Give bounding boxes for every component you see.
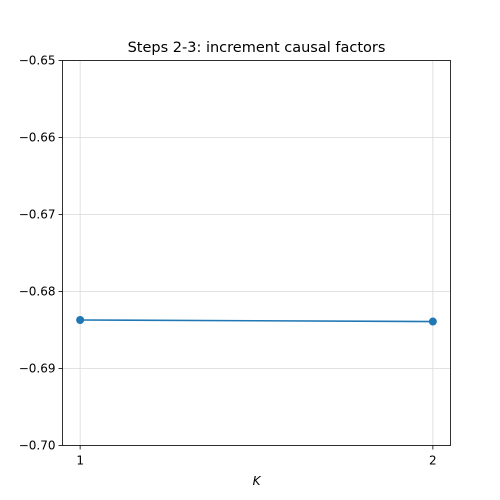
series-layer [76, 315, 437, 326]
y-tick-label: −0.70 [19, 439, 56, 453]
y-tick-label: −0.69 [19, 362, 56, 376]
x-tick-label: 2 [429, 454, 437, 468]
series-line [80, 319, 433, 323]
grid-lines [62, 60, 451, 446]
x-tick-label: 1 [76, 454, 84, 468]
y-tick-label: −0.66 [19, 131, 56, 145]
y-tick-label: −0.68 [19, 285, 56, 299]
y-tick-label: −0.65 [19, 54, 56, 68]
chart-title: Steps 2-3: increment causal factors [128, 40, 386, 56]
data-point [428, 317, 437, 326]
data-point [76, 315, 85, 324]
y-tick-label: −0.67 [19, 208, 56, 222]
plot-area-frame [62, 60, 451, 446]
y-axis-ticks: −0.70 −0.69 −0.68 −0.67 −0.66 −0.65 [19, 54, 63, 453]
x-axis-label: K [253, 474, 262, 488]
